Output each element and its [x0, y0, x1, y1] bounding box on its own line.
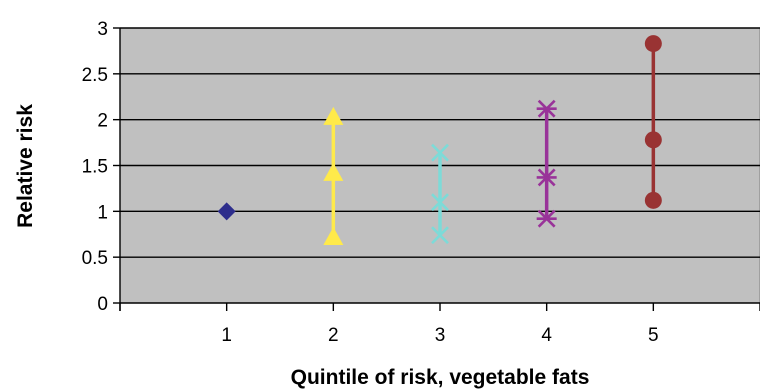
x-tick-label-1: 2: [328, 325, 339, 346]
y-tick-label-4: 2: [97, 111, 108, 132]
y-tick-label-6: 3: [97, 19, 108, 40]
marker-high-2: [323, 106, 344, 125]
y-tick-label-2: 1: [97, 202, 108, 223]
y-axis-title: Relative risk: [14, 104, 37, 228]
x-tick-label-0: 1: [221, 325, 232, 346]
y-tick-label-1: 0.5: [82, 248, 108, 269]
marker-mid-5: [644, 131, 662, 149]
marker-low-2: [323, 227, 344, 245]
marker-mid-2: [323, 162, 344, 181]
marker-mid-3: [431, 193, 449, 212]
marker-high-3: [431, 143, 449, 162]
marker-mid-4: [536, 168, 557, 187]
y-tick-label-3: 1.5: [82, 157, 108, 178]
x-tick-label-4: 5: [648, 325, 659, 346]
x-tick-label-2: 3: [435, 325, 446, 346]
marker-high-5: [644, 35, 662, 53]
y-tick-label-0: 0: [97, 294, 108, 315]
marker-mid-1: [217, 202, 236, 221]
data-marks: [217, 35, 662, 245]
marker-low-3: [431, 226, 449, 245]
tick-labels: 0 0.5 1 1.5 2 2.5 3 1 2 3 4 5: [82, 19, 659, 346]
x-axis-title: Quintile of risk, vegetable fats: [291, 366, 590, 389]
y-tick-label-5: 2.5: [82, 65, 108, 86]
marker-high-4: [536, 99, 557, 118]
marker-low-4: [536, 209, 557, 228]
x-tick-label-3: 4: [541, 325, 552, 346]
marker-low-5: [644, 191, 662, 209]
axes: [113, 27, 760, 311]
